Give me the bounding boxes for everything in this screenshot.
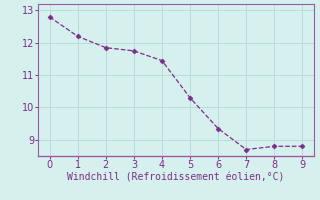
X-axis label: Windchill (Refroidissement éolien,°C): Windchill (Refroidissement éolien,°C): [67, 173, 285, 183]
